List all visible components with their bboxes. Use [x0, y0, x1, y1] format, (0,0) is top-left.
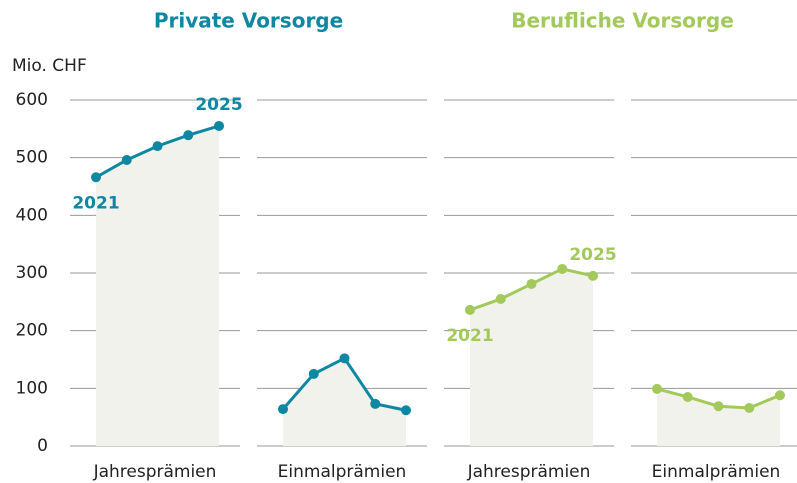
point	[682, 391, 693, 402]
point	[557, 263, 568, 274]
y-tick-label: 200	[16, 321, 48, 341]
x-axis-label: Einmalprämien	[652, 462, 781, 482]
point	[713, 401, 724, 412]
annotation: 2025	[569, 245, 616, 265]
point	[278, 404, 288, 415]
point	[744, 402, 755, 413]
y-tick-label: 600	[16, 90, 48, 110]
point	[152, 141, 163, 152]
area	[96, 125, 219, 446]
x-axis-label: Jahresprämien	[93, 462, 217, 482]
point	[91, 172, 101, 183]
x-axis-label: Jahresprämien	[467, 462, 591, 482]
point	[339, 353, 350, 364]
point	[401, 405, 411, 416]
y-tick-label: 0	[37, 436, 48, 456]
point	[121, 154, 132, 165]
point	[214, 120, 224, 131]
y-tick-label: 500	[16, 148, 48, 168]
y-axis-label: Mio. CHF	[12, 56, 87, 76]
area	[470, 268, 593, 446]
annotation: 2025	[195, 95, 242, 115]
annotation: 2021	[72, 193, 119, 213]
point	[652, 383, 662, 394]
x-axis-label: Einmalprämien	[278, 462, 407, 482]
y-tick-label: 300	[16, 263, 48, 283]
annotation: 2021	[446, 326, 493, 346]
point	[526, 278, 537, 289]
group-title: Private Vorsorge	[154, 9, 343, 33]
area	[283, 358, 406, 446]
y-tick-label: 100	[16, 378, 48, 398]
y-tick-label: 400	[16, 205, 48, 225]
point	[308, 368, 319, 379]
point	[465, 304, 475, 315]
area	[657, 388, 780, 446]
point	[775, 390, 785, 401]
point	[495, 293, 506, 304]
group-title: Berufliche Vorsorge	[511, 9, 734, 33]
point	[370, 398, 381, 409]
point	[183, 130, 194, 141]
point	[588, 270, 598, 281]
